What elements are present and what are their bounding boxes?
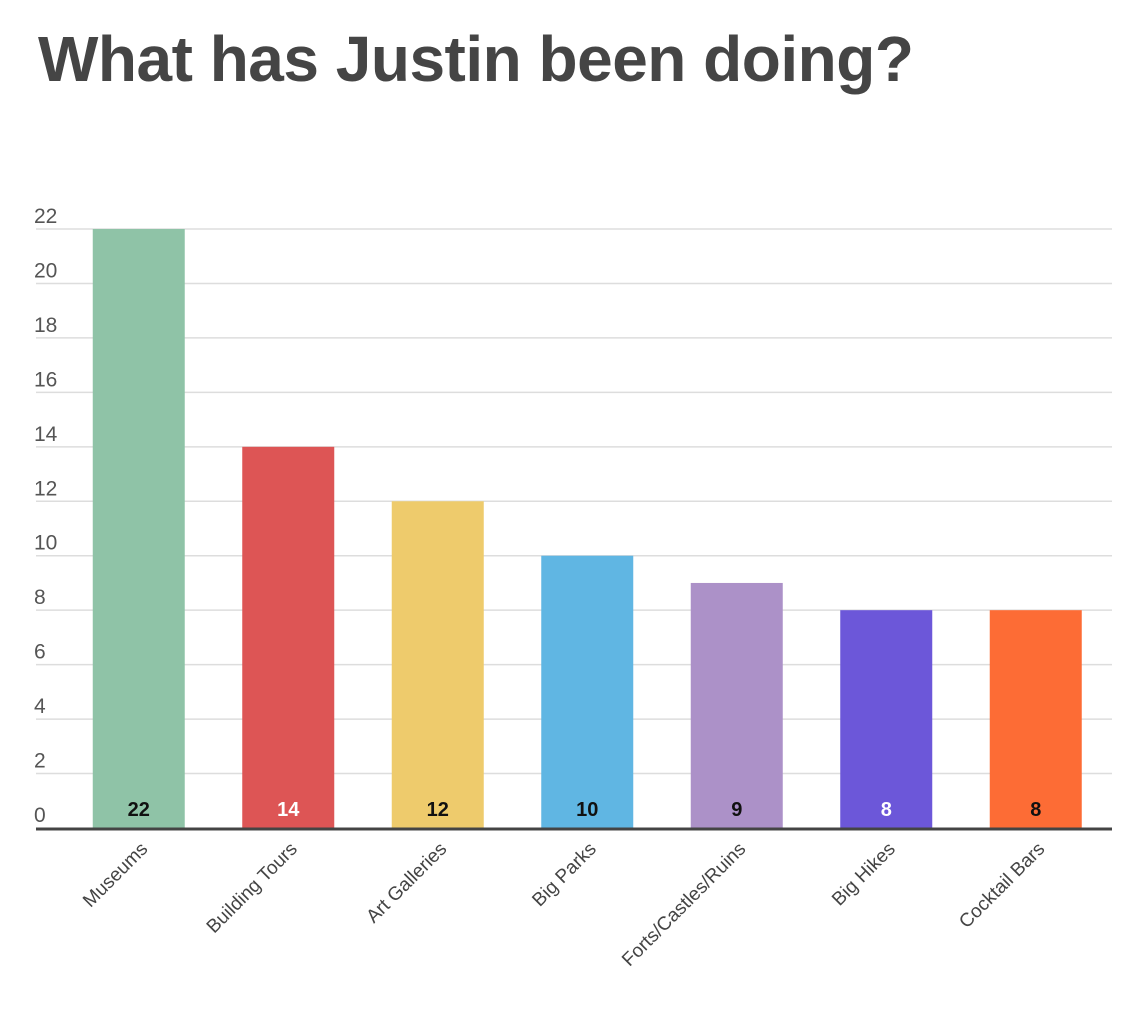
x-tick-label: Big Hikes xyxy=(828,839,900,911)
x-tick-label: Forts/Castles/Ruins xyxy=(618,839,750,971)
data-label: 8 xyxy=(1030,799,1041,821)
y-tick-label: 0 xyxy=(34,804,46,827)
bar xyxy=(242,446,335,828)
y-tick-label: 22 xyxy=(34,205,57,228)
y-tick-label: 18 xyxy=(34,314,57,337)
data-label: 12 xyxy=(427,799,449,821)
y-tick-label: 14 xyxy=(34,423,58,446)
y-tick-label: 8 xyxy=(34,586,46,609)
x-tick-label: Museums xyxy=(79,839,152,912)
bar xyxy=(391,501,484,828)
bars: 22 14 12 10 9 8 8 xyxy=(92,229,1082,828)
data-label: 14 xyxy=(277,799,300,821)
bar xyxy=(690,582,783,828)
x-tick-label: Art Galleries xyxy=(363,839,452,928)
bar xyxy=(840,610,933,828)
data-label: 22 xyxy=(128,799,150,821)
x-tick-label: Big Parks xyxy=(528,839,600,911)
y-tick-label: 10 xyxy=(34,532,57,555)
bar xyxy=(541,555,634,828)
x-tick-label: Cocktail Bars xyxy=(955,839,1049,933)
data-label: 9 xyxy=(731,799,742,821)
y-tick-label: 6 xyxy=(34,641,46,664)
y-tick-label: 16 xyxy=(34,368,57,391)
bar xyxy=(989,610,1082,828)
x-tick-label: Building Tours xyxy=(203,839,302,938)
chart-title: What has Justin been doing? xyxy=(38,23,914,95)
y-tick-label: 2 xyxy=(34,750,46,773)
y-axis-ticks: 0 2 4 6 8 10 12 14 16 18 20 22 xyxy=(34,205,58,827)
y-tick-label: 4 xyxy=(34,695,46,718)
data-label: 10 xyxy=(576,799,598,821)
bar xyxy=(92,229,185,828)
y-tick-label: 20 xyxy=(34,259,57,282)
data-label: 8 xyxy=(881,799,892,821)
x-axis-labels: Museums Building Tours Art Galleries Big Pa… xyxy=(79,839,1049,971)
y-tick-label: 12 xyxy=(34,477,57,500)
